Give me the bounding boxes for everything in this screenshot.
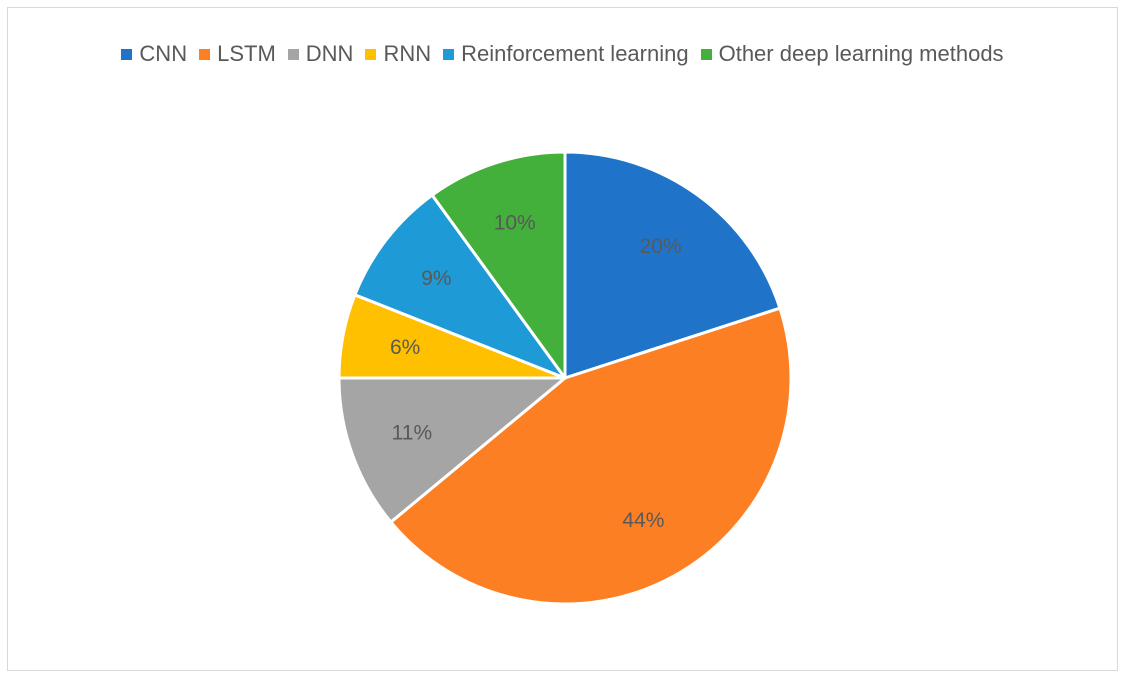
legend-item: LSTM xyxy=(199,41,276,67)
legend-swatch xyxy=(121,48,133,60)
legend-label: Other deep learning methods xyxy=(718,41,1004,66)
legend-item: Other deep learning methods xyxy=(700,41,1004,67)
legend-label: DNN xyxy=(305,41,354,66)
data-label: 6% xyxy=(390,336,420,359)
pie-slice-reinforcement-learning xyxy=(353,193,567,380)
legend-item: RNN xyxy=(365,41,431,67)
pie-chart: 20% 44% 11% 6% 9% 10% xyxy=(337,150,793,606)
pie-slice-other-deep-learning-methods xyxy=(430,150,567,380)
data-label: 11% xyxy=(392,422,432,445)
legend-label: LSTM xyxy=(217,41,276,66)
legend-label: RNN xyxy=(383,41,432,66)
pie-slice-cnn xyxy=(563,150,782,380)
legend-item: CNN xyxy=(121,41,187,67)
legend-label: Reinforcement learning xyxy=(461,41,689,66)
pie-slice-lstm xyxy=(389,306,793,606)
legend-swatch xyxy=(700,48,712,60)
legend-swatch xyxy=(199,48,211,60)
legend-label: CNN xyxy=(139,41,188,66)
chart-legend: CNN LSTM DNN RNN Reinforcement learning Other… xyxy=(8,41,1117,67)
legend-item: DNN xyxy=(287,41,354,67)
data-label: 10% xyxy=(494,212,536,235)
chart-frame: CNN LSTM DNN RNN Reinforcement learning Other… xyxy=(7,7,1118,671)
legend-swatch xyxy=(287,48,299,60)
legend-swatch xyxy=(365,48,377,60)
data-label: 44% xyxy=(622,509,664,532)
data-label: 9% xyxy=(421,267,451,290)
data-label: 20% xyxy=(640,235,682,258)
legend-swatch xyxy=(443,48,455,60)
pie-slice-dnn xyxy=(337,376,567,524)
legend-item: Reinforcement learning xyxy=(443,41,689,67)
